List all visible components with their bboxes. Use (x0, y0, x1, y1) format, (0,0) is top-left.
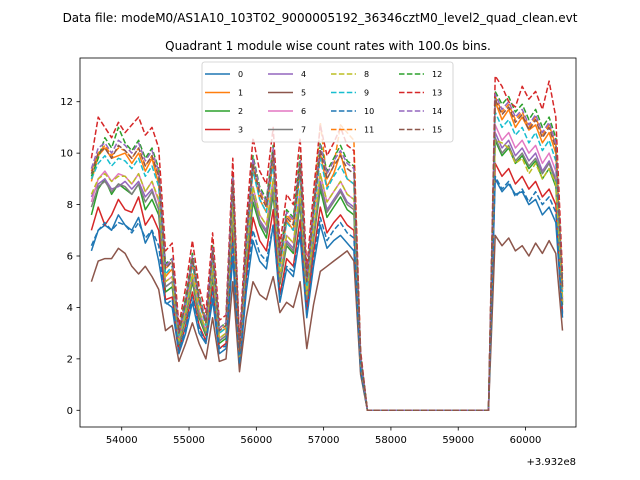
x-tick-label: 59000 (442, 435, 474, 446)
legend-label-14: 14 (432, 107, 442, 116)
legend-label-4: 4 (301, 70, 306, 79)
series-line-15 (90, 98, 564, 412)
x-tick-label: 56000 (240, 435, 272, 446)
legend-label-1: 1 (238, 89, 243, 98)
axes-frame (79, 57, 577, 428)
legend-label-10: 10 (364, 107, 374, 116)
legend-frame (201, 61, 454, 143)
legend-label-2: 2 (238, 107, 243, 116)
legend-label-9: 9 (364, 89, 369, 98)
legend-label-0: 0 (238, 70, 243, 79)
y-tick-label: 10 (60, 149, 73, 160)
legend-label-5: 5 (301, 89, 306, 98)
x-tick-label: 54000 (106, 435, 138, 446)
series-line-8 (90, 139, 564, 412)
legend-label-11: 11 (364, 126, 374, 135)
x-axis-offset-label: +3.932e8 (526, 457, 576, 468)
y-tick-label: 6 (67, 252, 73, 263)
y-tick-label: 8 (67, 200, 73, 211)
y-axis: 0 2 4 6 8 10 12 (60, 97, 80, 417)
axes-title: Quadrant 1 module wise count rates with … (165, 39, 491, 53)
legend-label-6: 6 (301, 107, 306, 116)
x-tick-label: 55000 (173, 435, 205, 446)
series-line-10 (90, 175, 564, 412)
series-line-3 (90, 162, 564, 412)
x-tick-label: 57000 (308, 435, 340, 446)
x-tick-label: 60000 (510, 435, 542, 446)
x-axis: 54000 55000 56000 57000 58000 59000 60000 (106, 427, 542, 446)
legend-label-13: 13 (432, 89, 442, 98)
series-line-14 (90, 93, 564, 412)
legend-label-15: 15 (432, 126, 442, 135)
series-line-12 (90, 90, 564, 412)
legend-label-12: 12 (432, 70, 442, 79)
legend-label-7: 7 (301, 126, 306, 135)
legend-label-8: 8 (364, 70, 369, 79)
y-tick-label: 12 (60, 97, 73, 108)
y-tick-label: 4 (67, 303, 73, 314)
y-tick-label: 0 (67, 406, 73, 417)
x-tick-label: 58000 (375, 435, 407, 446)
series-line-5 (90, 234, 564, 412)
y-tick-label: 2 (67, 354, 73, 365)
legend-label-3: 3 (238, 126, 243, 135)
series-layer (90, 75, 564, 412)
figure-suptitle: Data file: modeM0/AS1A10_103T02_90000051… (63, 11, 578, 25)
